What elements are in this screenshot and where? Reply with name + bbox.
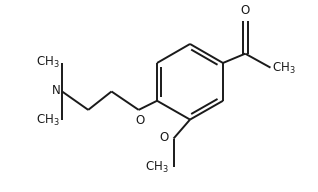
Text: N: N: [52, 84, 60, 97]
Text: O: O: [241, 4, 250, 17]
Text: O: O: [159, 131, 169, 144]
Text: O: O: [135, 114, 144, 127]
Text: CH$_3$: CH$_3$: [273, 61, 296, 76]
Text: CH$_3$: CH$_3$: [145, 160, 169, 175]
Text: CH$_3$: CH$_3$: [37, 113, 60, 128]
Text: CH$_3$: CH$_3$: [37, 55, 60, 70]
